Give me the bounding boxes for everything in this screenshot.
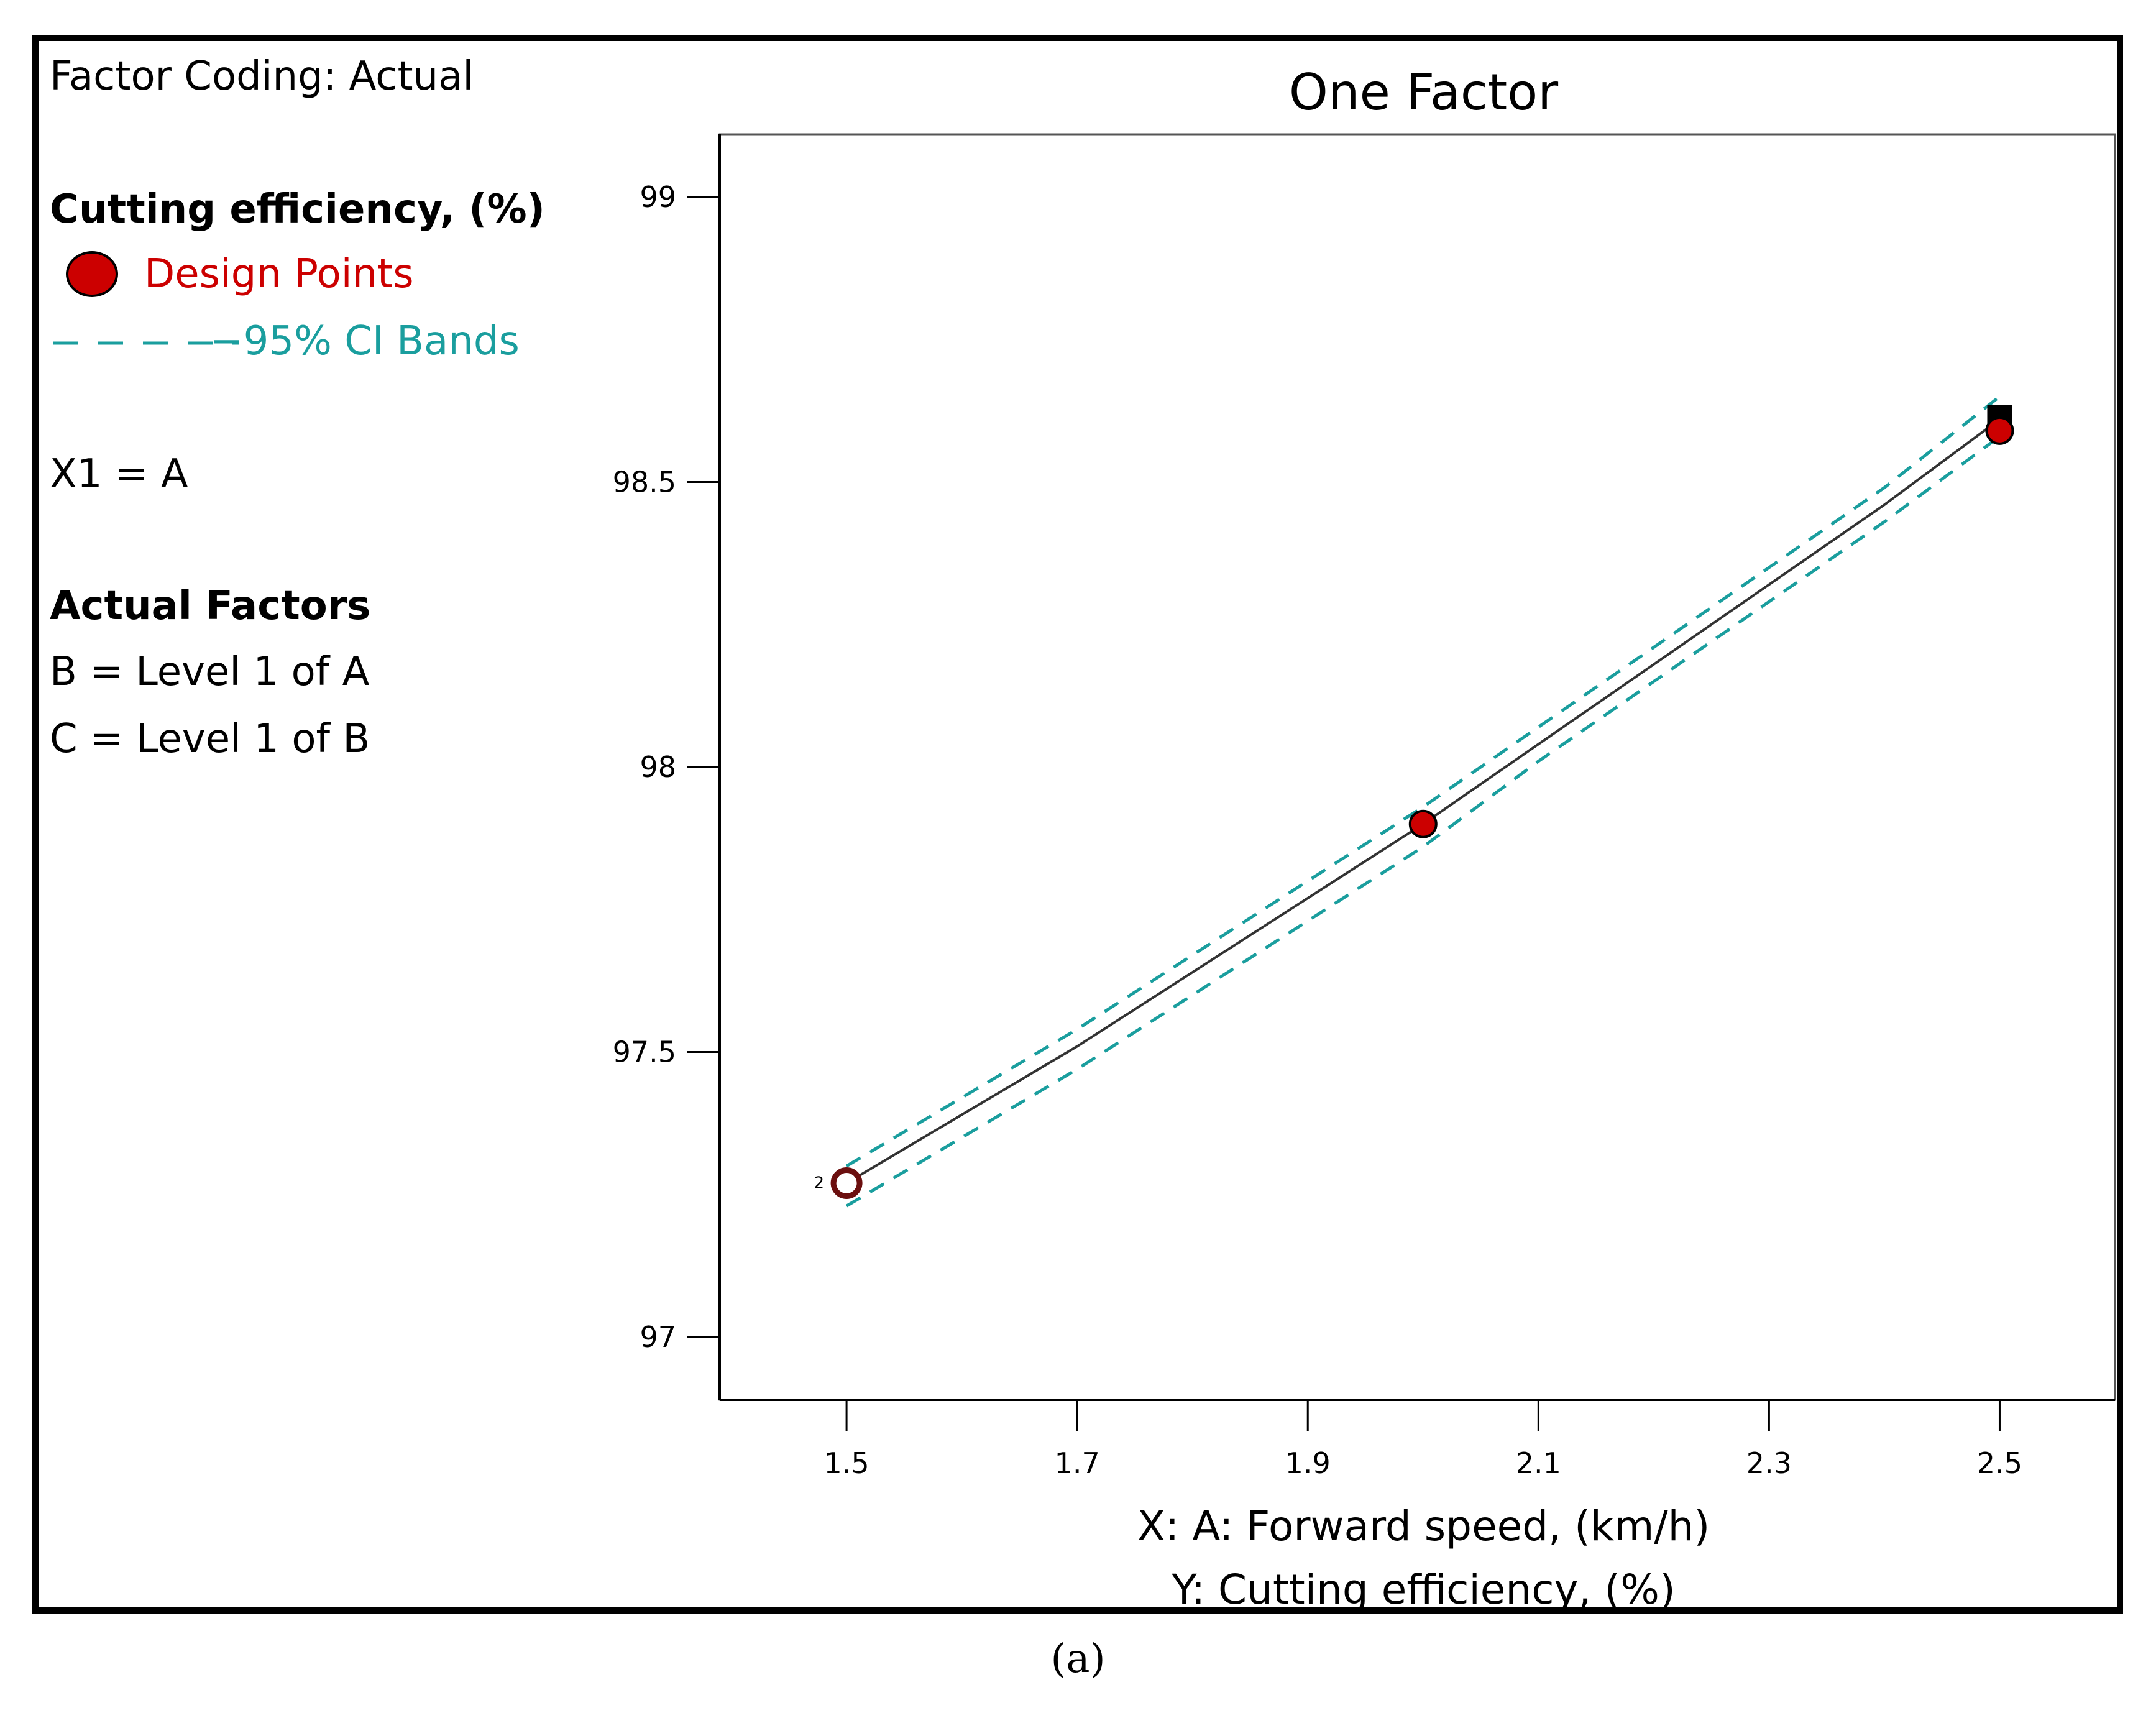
design-point-count: 2	[814, 1174, 825, 1192]
ci-band-legend-icon	[53, 341, 239, 345]
factor-coding-label: Factor Coding: Actual	[50, 53, 474, 99]
factor-b-setting: B = Level 1 of A	[50, 649, 370, 695]
response-title: Cutting efficiency, (%)	[50, 186, 545, 232]
design-point	[1985, 416, 2014, 445]
legend-design-points: Design Points	[144, 251, 414, 297]
figure-caption: (a)	[1050, 1636, 1106, 1682]
y-tick-label: 98	[640, 750, 676, 784]
x-tick-label: 1.5	[824, 1446, 869, 1480]
design-point-legend-icon	[66, 251, 118, 297]
ci-lower-line	[845, 435, 2001, 1208]
actual-factors-title: Actual Factors	[50, 583, 371, 629]
factor-c-setting: C = Level 1 of B	[50, 716, 370, 762]
design-point	[1408, 809, 1438, 838]
figure-frame	[32, 35, 2123, 1614]
x-tick-label: 1.9	[1285, 1446, 1331, 1480]
fitted-line	[846, 418, 2001, 1185]
x1-definition: X1 = A	[50, 451, 188, 497]
x-tick-label: 2.5	[1977, 1446, 2022, 1480]
y-tick-label: 98.5	[613, 465, 676, 498]
ci-upper-line	[845, 395, 2001, 1168]
x-tick-label: 1.7	[1055, 1446, 1100, 1480]
x-tick-label: 2.1	[1516, 1446, 1561, 1480]
y-axis-label: Y: Cutting efficiency, (%)	[1171, 1566, 1675, 1614]
design-point	[830, 1167, 863, 1199]
x-axis-label: X: A: Forward speed, (km/h)	[1137, 1502, 1710, 1550]
plot-area	[718, 133, 2116, 1401]
y-tick-label: 99	[640, 180, 676, 214]
y-tick-label: 97.5	[613, 1036, 676, 1069]
legend-ci-bands: −95% CI Bands	[210, 318, 520, 364]
chart-title: One Factor	[1289, 63, 1558, 121]
x-tick-label: 2.3	[1746, 1446, 1792, 1480]
y-tick-label: 97	[640, 1320, 676, 1354]
